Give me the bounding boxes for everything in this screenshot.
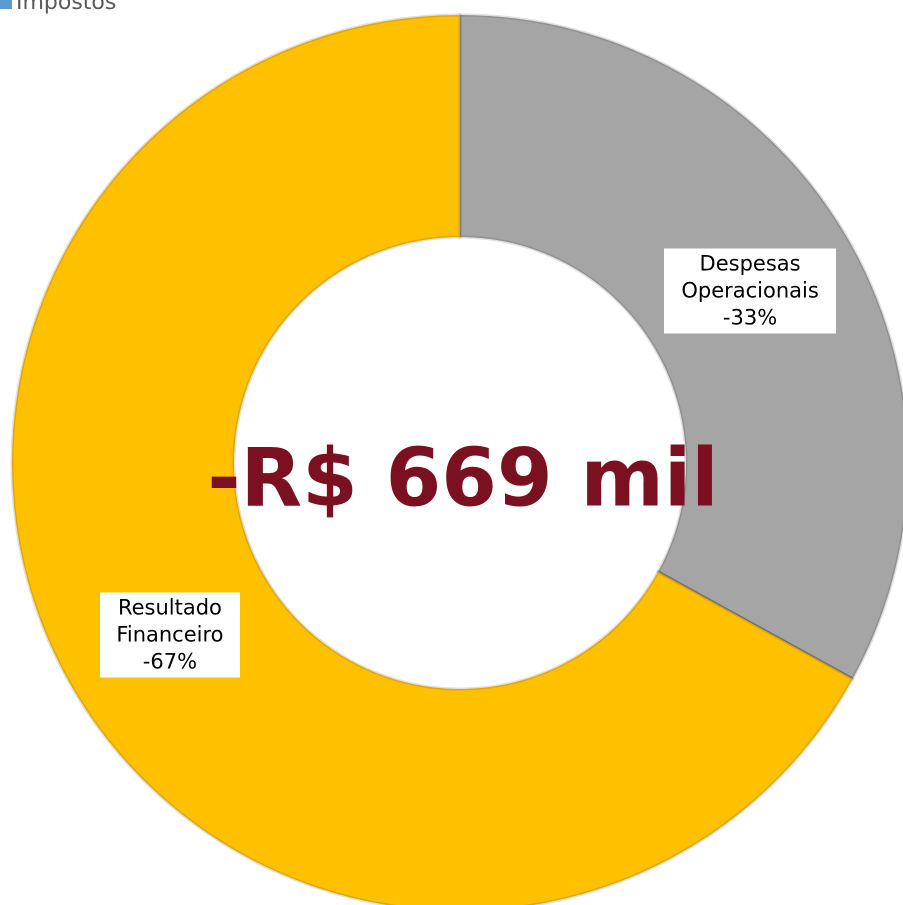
- data-label-value: -67%: [142, 649, 198, 674]
- data-label-name: Despesas Operacionais: [681, 251, 819, 303]
- data-label: Resultado Financeiro -67%: [99, 592, 240, 678]
- data-label-name: Resultado Financeiro: [116, 595, 224, 647]
- donut-slice: [458, 13, 903, 681]
- center-label: -R$ 669 mil: [207, 431, 719, 525]
- legend: Impostos: [0, 0, 116, 15]
- data-label-value: -33%: [722, 305, 778, 330]
- donut-slice: [10, 13, 855, 905]
- legend-label: Impostos: [16, 0, 117, 15]
- legend-swatch: [0, 0, 12, 9]
- data-label: Despesas Operacionais -33%: [664, 248, 837, 334]
